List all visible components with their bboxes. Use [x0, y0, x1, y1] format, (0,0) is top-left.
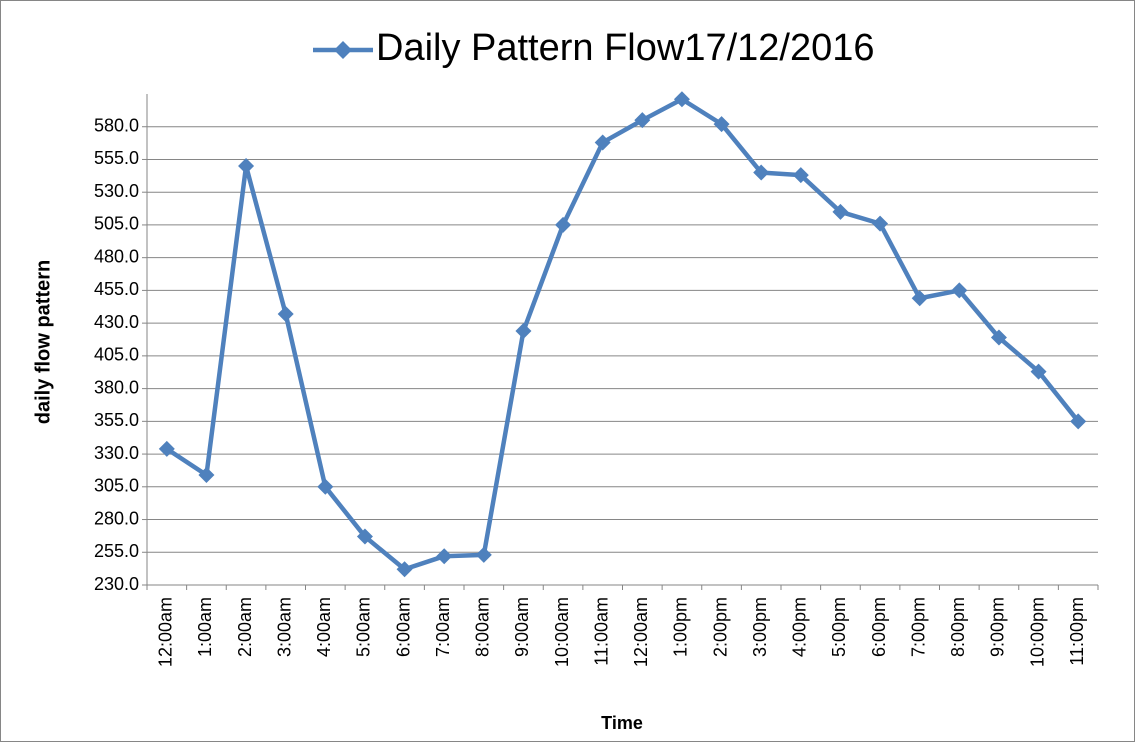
y-tick-label: 280.0 [94, 508, 139, 528]
data-point [753, 164, 770, 181]
y-axis-label: daily flow pattern [32, 260, 54, 424]
x-tick-label: 1:00pm [671, 597, 691, 657]
x-tick-label: 4:00am [314, 597, 334, 657]
x-tick-label: 4:00pm [790, 597, 810, 657]
data-point [198, 467, 215, 484]
x-tick-label: 11:00pm [1067, 597, 1087, 666]
data-point [158, 440, 175, 457]
x-tick-label: 6:00pm [869, 597, 889, 657]
data-point [951, 282, 968, 299]
y-tick-label: 380.0 [94, 377, 139, 397]
data-point [555, 216, 572, 233]
x-tick-label: 5:00am [354, 597, 374, 657]
legend-marker [334, 41, 352, 59]
x-tick-label: 11:00am [591, 597, 611, 666]
x-tick-label: 6:00am [393, 597, 413, 657]
y-tick-label: 455.0 [94, 279, 139, 299]
data-point [396, 561, 413, 578]
x-tick-label: 8:00am [473, 597, 493, 657]
data-point [792, 167, 809, 184]
data-point [436, 548, 453, 565]
x-tick-label: 2:00pm [710, 597, 730, 657]
x-tick-label: 8:00pm [948, 597, 968, 657]
y-tick-label: 505.0 [94, 214, 139, 234]
data-point [356, 528, 373, 545]
y-tick-label: 480.0 [94, 246, 139, 266]
data-point [317, 478, 334, 495]
data-point [911, 290, 928, 307]
x-tick-label: 9:00pm [988, 597, 1008, 657]
data-point [634, 112, 651, 129]
data-point [594, 134, 611, 151]
x-tick-label: 3:00pm [750, 597, 770, 657]
data-point [872, 215, 889, 232]
x-tick-label: 1:00am [195, 597, 215, 657]
x-tick-label: 12:00am [631, 597, 651, 667]
x-tick-label: 3:00am [274, 597, 294, 657]
x-tick-label: 5:00pm [829, 597, 849, 657]
y-tick-label: 330.0 [94, 443, 139, 463]
y-tick-label: 230.0 [94, 574, 139, 594]
data-point [277, 305, 294, 322]
y-tick-label: 430.0 [94, 312, 139, 332]
data-point [515, 322, 532, 339]
x-tick-label: 10:00am [552, 597, 572, 667]
x-tick-label: 12:00am [156, 597, 176, 667]
x-tick-label: 7:00pm [908, 597, 928, 657]
y-tick-label: 530.0 [94, 181, 139, 201]
y-tick-label: 580.0 [94, 115, 139, 135]
x-tick-label: 2:00am [235, 597, 255, 657]
y-tick-label: 305.0 [94, 476, 139, 496]
data-point [1030, 363, 1047, 380]
y-tick-label: 255.0 [94, 541, 139, 561]
data-point [990, 329, 1007, 346]
y-tick-label: 555.0 [94, 148, 139, 168]
data-point [713, 116, 730, 133]
data-point [1070, 413, 1087, 430]
x-tick-label: 9:00am [512, 597, 532, 657]
x-axis-label: Time [601, 713, 643, 733]
data-point [832, 203, 849, 220]
y-tick-label: 355.0 [94, 410, 139, 430]
data-point [475, 546, 492, 563]
x-tick-label: 7:00am [433, 597, 453, 657]
x-tick-label: 10:00pm [1027, 597, 1047, 667]
y-tick-label: 405.0 [94, 345, 139, 365]
data-point [238, 158, 255, 175]
data-point [673, 91, 690, 108]
legend-label: Daily Pattern Flow17/12/2016 [376, 27, 875, 69]
